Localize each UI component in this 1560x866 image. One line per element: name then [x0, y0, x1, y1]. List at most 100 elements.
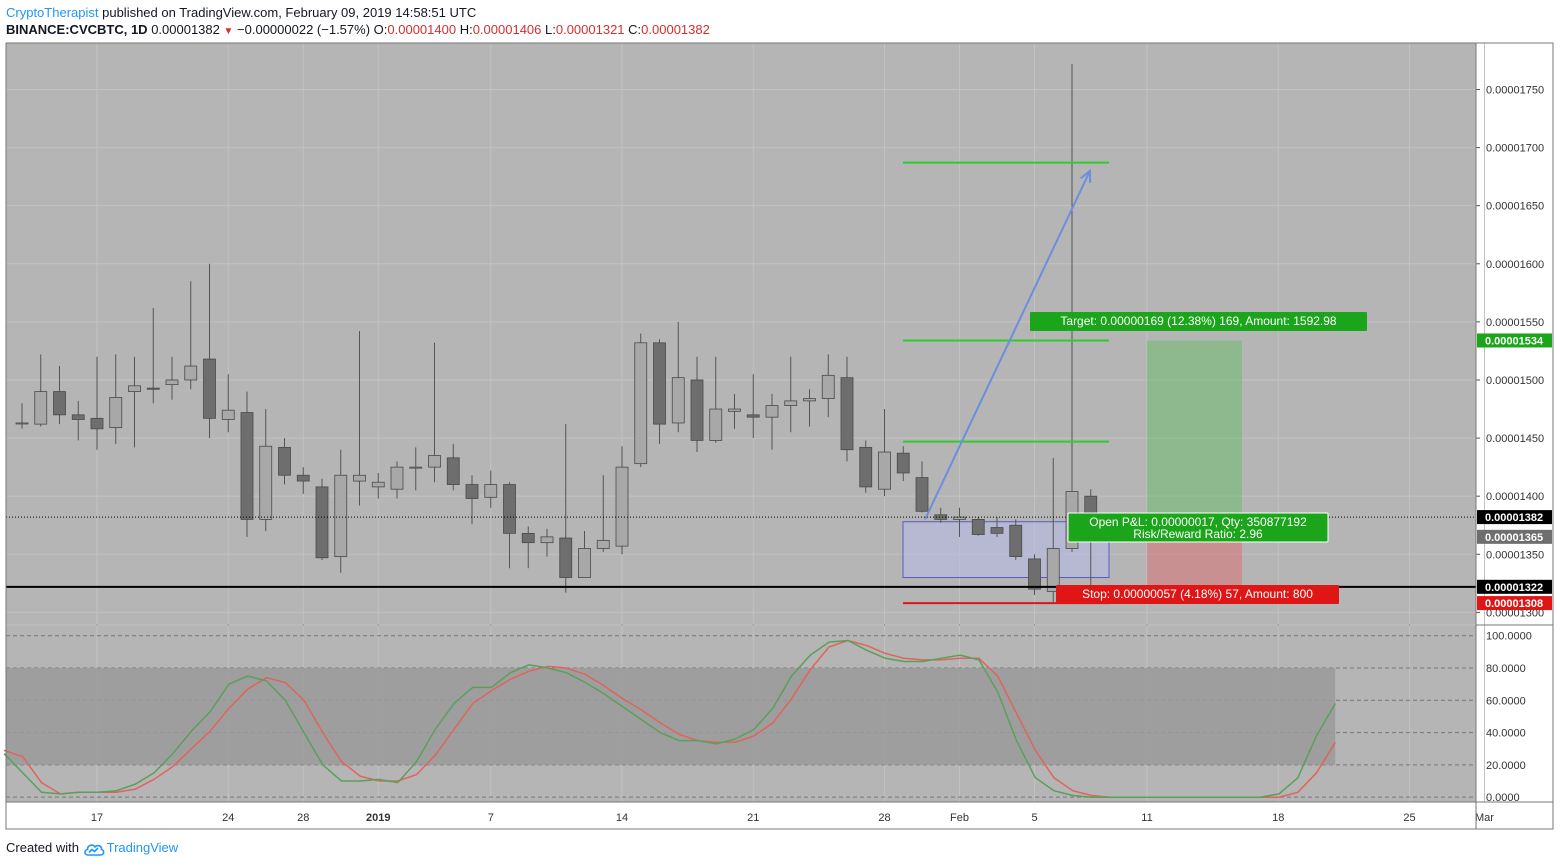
close-value: 0.00001382	[641, 22, 710, 37]
candle-body	[409, 466, 423, 469]
price-tag-bg	[1477, 510, 1552, 525]
candle-body	[165, 379, 179, 386]
price-tick-label: 0.00001650	[1486, 201, 1544, 213]
candle-body	[53, 391, 66, 416]
candle-body	[315, 486, 329, 559]
candle-body	[1009, 524, 1023, 558]
price-tick-label: 0.00001300	[1486, 607, 1544, 619]
tradingview-cloud-icon	[83, 843, 105, 856]
candle-body	[615, 466, 629, 547]
date-tick-label: 28	[878, 812, 890, 824]
candle-body	[334, 474, 348, 558]
candle-body	[15, 422, 29, 425]
chart-frame	[5, 42, 1554, 830]
open-value: 0.00001400	[387, 22, 457, 37]
date-tick-label: 25	[1403, 812, 1415, 824]
date-tick-label: 11	[1141, 812, 1152, 824]
stoch-tick-label: 20.0000	[1486, 760, 1526, 772]
candle-body	[803, 398, 816, 402]
candle-body	[353, 474, 366, 482]
price-tick-label: 0.00001700	[1486, 143, 1544, 155]
date-tick-label: 5	[1031, 812, 1037, 824]
candle-body	[821, 374, 835, 399]
candle-body	[484, 484, 498, 498]
price-tick-label: 0.00001750	[1486, 84, 1544, 96]
author-link[interactable]: CryptoTherapist	[6, 5, 99, 20]
candle-body	[971, 519, 985, 535]
date-tick-label: 17	[91, 812, 103, 824]
candle-body	[240, 412, 254, 520]
ohlc-legend: BINANCE:CVCBTC, 1D 0.00001382 ▼ −0.00000…	[6, 22, 710, 37]
stoch-tick-label: 60.0000	[1486, 695, 1526, 707]
date-tick-label: 28	[297, 812, 309, 824]
stochastic-indicator	[3, 639, 1336, 798]
symbol-label[interactable]: BINANCE:CVCBTC, 1D	[6, 22, 148, 37]
stoch-tick-label: 100.0000	[1486, 631, 1532, 643]
candlestick-series	[15, 63, 1098, 604]
annotation-labels: Target: 0.00000169 (12.38%) 169, Amount:…	[1030, 312, 1552, 611]
candle-body	[128, 385, 141, 393]
price-tick-label: 0.00001450	[1486, 433, 1544, 445]
date-tick-label: Feb	[950, 812, 969, 824]
candle-body	[34, 391, 48, 425]
price-tag-label: 0.00001382	[1485, 512, 1543, 524]
created-with-text: Created with	[6, 840, 79, 855]
low-label: L:	[545, 22, 556, 37]
pnl-label: Open P&L: 0.00000017, Qty: 350877192Risk…	[1067, 512, 1329, 543]
date-tick-label: 21	[747, 812, 759, 824]
candle-body	[559, 537, 573, 578]
open-label: O:	[373, 22, 388, 37]
change-value: −0.00000022 (−1.57%)	[237, 22, 371, 37]
candle-body	[259, 445, 273, 520]
profit-zone	[1147, 340, 1242, 537]
price-tick-label: 0.00001550	[1486, 317, 1544, 329]
high-label: H:	[459, 22, 473, 37]
price-tag-label: 0.00001308	[1485, 598, 1543, 610]
stoch-tick-label: 80.0000	[1486, 663, 1526, 675]
candle-body	[296, 474, 310, 482]
tradingview-link[interactable]: TradingView	[106, 840, 179, 855]
down-arrow-icon: ▼	[223, 26, 234, 37]
candle-body	[990, 527, 1004, 534]
stochastic-band	[6, 667, 1336, 765]
candle-body	[653, 342, 666, 425]
candle-body	[446, 457, 460, 485]
candle-body	[915, 477, 929, 512]
candle-body	[203, 358, 216, 419]
candle-body	[90, 417, 104, 430]
candle-body	[840, 377, 854, 451]
price-tick-label: 0.00001350	[1486, 549, 1544, 561]
position-tool[interactable]	[902, 340, 1242, 604]
stoch-tick-label: 0.0000	[1486, 792, 1520, 804]
candle-body	[578, 548, 591, 578]
candle-body	[765, 405, 779, 418]
candle-body	[428, 455, 441, 468]
candle-body	[934, 514, 948, 520]
high-value: 0.00001406	[472, 22, 542, 37]
price-tag-label: 0.00001534	[1485, 335, 1544, 347]
arrow-head	[1080, 168, 1092, 183]
pnl-label-text: Open P&L: 0.00000017, Qty: 350877192	[1089, 515, 1307, 529]
date-tick-label: 14	[616, 812, 628, 824]
publish-line: CryptoTherapist published on TradingView…	[6, 5, 476, 20]
price-tag-bg	[1477, 333, 1552, 348]
stop-label-text: Stop: 0.00000057 (4.18%) 57, Amount: 800	[1082, 587, 1313, 601]
price-tag-label: 0.00001365	[1485, 532, 1543, 544]
date-tick-label: 18	[1272, 812, 1284, 824]
candle-body	[278, 446, 291, 476]
footer: Created with TradingView	[6, 840, 178, 856]
pnl-label-text: Risk/Reward Ratio: 2.96	[1133, 527, 1263, 541]
stop-label: Stop: 0.00000057 (4.18%) 57, Amount: 800	[1056, 585, 1339, 604]
candle-body	[540, 536, 554, 544]
candle-body	[671, 377, 685, 424]
candle-body	[146, 387, 160, 390]
stochastic-k-line	[3, 639, 1336, 798]
candle-body	[709, 408, 723, 441]
price-tag-bg	[1477, 529, 1552, 544]
stoch-tick-label: 40.0000	[1486, 728, 1526, 740]
price-tick-label: 0.00001400	[1486, 491, 1544, 503]
pnl-label-bg	[1067, 512, 1329, 543]
date-tick-label: 24	[222, 812, 234, 824]
candle-body	[221, 409, 235, 420]
